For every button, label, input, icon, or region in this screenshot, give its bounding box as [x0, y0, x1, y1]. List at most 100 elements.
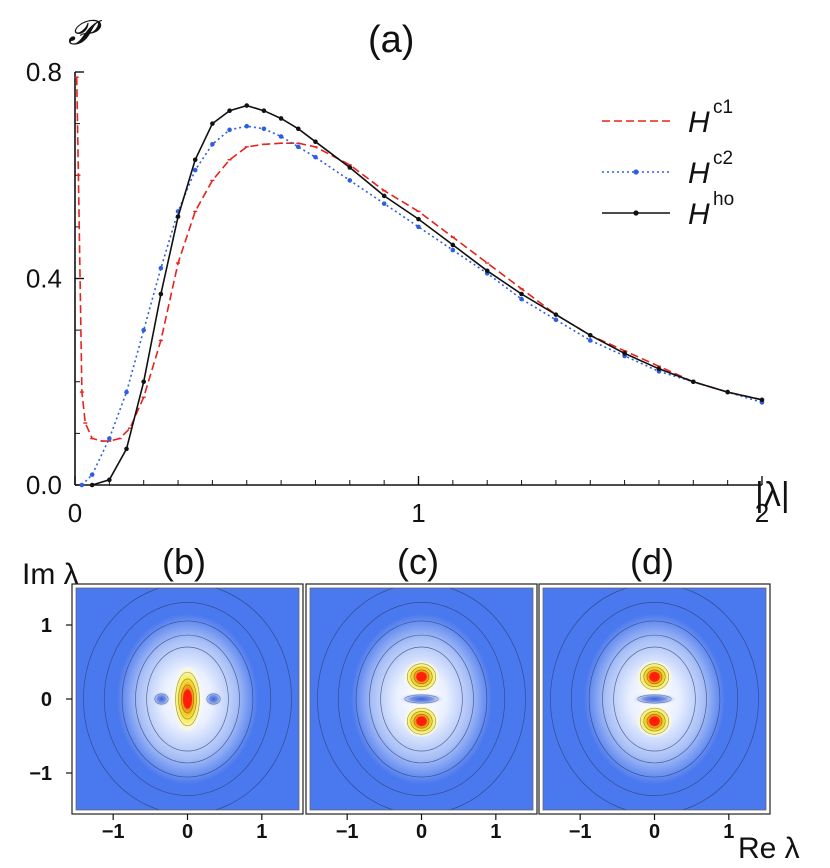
main-chart: (a) 𝓟 |λ| 0 1 2 0.0 0.4 0.8 H c1 H c2 [26, 14, 790, 528]
panel-frame-inner [75, 587, 300, 811]
contour-line [121, 620, 254, 778]
panel-label-a: (a) [368, 19, 414, 61]
data-point [89, 482, 95, 488]
contour-line [646, 714, 663, 729]
data-point [295, 126, 301, 132]
data-point [261, 126, 267, 132]
data-point [141, 379, 146, 385]
data-point [587, 332, 593, 338]
bottom-y-tick-label: −1 [29, 763, 52, 785]
peak-core [649, 671, 660, 682]
x-tick-label: 0 [68, 498, 82, 528]
contour-line [178, 678, 197, 720]
bottom-x-tick-label: −1 [336, 821, 359, 843]
bottom-x-tick-label: −1 [102, 821, 125, 843]
peak-core [416, 716, 427, 727]
data-point [107, 436, 112, 441]
series-line [81, 125, 763, 486]
data-point [381, 193, 387, 199]
contour-line [602, 634, 707, 764]
data-point [89, 472, 95, 477]
contour-line [337, 602, 506, 796]
data-point [450, 242, 456, 248]
series-0 [74, 76, 764, 442]
data-point [347, 165, 353, 170]
contour-line [135, 634, 240, 764]
data-point [313, 154, 318, 160]
contour-line [613, 646, 696, 752]
contour-line [406, 663, 437, 691]
legend-label-c2-base: H [688, 157, 710, 190]
contour-line [146, 646, 229, 752]
data-point [175, 214, 181, 219]
panel-content [76, 588, 299, 810]
series-line [75, 77, 763, 442]
data-point [124, 446, 129, 452]
contour-panel-b [71, 583, 304, 815]
contour-line [643, 666, 666, 687]
data-point [416, 216, 421, 222]
contour-line [206, 693, 221, 705]
bottom-x-axis-label: Re λ [738, 832, 800, 865]
x-tick-label: 1 [411, 498, 425, 528]
data-point [519, 296, 524, 302]
contour-panel-c [305, 583, 538, 815]
legend-marker-ho [633, 210, 639, 216]
bottom-panels: Im λ Re λ (b) (c) (d) −1 0 1 1 0 −1 −1 0 1 −1 0 1 [22, 541, 800, 865]
bottom-x-tick-label: 1 [256, 821, 267, 843]
peak-core [416, 671, 427, 682]
contour-line [646, 669, 663, 684]
contour-line [317, 588, 526, 810]
y-axis-label: 𝓟 [68, 14, 102, 52]
legend-label-c1-base: H [688, 106, 710, 139]
bottom-y-tick-label: 0 [41, 689, 52, 711]
series-line [91, 104, 763, 486]
bottom-x-tick-label: 0 [416, 821, 427, 843]
bottom-x-tick-label: 0 [182, 821, 193, 843]
contour-line [588, 620, 721, 778]
contour-line [369, 634, 474, 764]
bottom-ticks: −1 0 1 1 0 −1 −1 0 1 −1 0 1 [29, 615, 734, 843]
y-tick-label: 0.4 [26, 264, 62, 294]
contour-line [154, 693, 169, 705]
contour-line [103, 602, 272, 796]
data-point [450, 247, 456, 253]
data-point [210, 141, 215, 147]
bottom-y-axis-label: Im λ [22, 558, 79, 591]
data-point [158, 291, 164, 297]
contour-line [570, 602, 739, 796]
contour-line [404, 694, 439, 704]
contour-line [413, 669, 430, 684]
data-point [227, 127, 232, 133]
data-point [656, 366, 662, 372]
data-point [210, 121, 215, 126]
data-point [124, 389, 129, 395]
data-point [244, 103, 250, 108]
contour-line [410, 666, 433, 687]
data-point [278, 116, 284, 121]
contour-line [413, 714, 430, 729]
data-point [484, 268, 490, 274]
data-point [347, 178, 353, 183]
data-point [587, 338, 593, 343]
contour-line [639, 707, 670, 735]
series-1 [79, 123, 765, 488]
legend-label-c2-sup: c2 [713, 148, 733, 169]
data-point [261, 108, 267, 114]
data-point [192, 157, 198, 163]
panel-label-c: (c) [397, 541, 439, 582]
main-series [74, 76, 765, 488]
data-point [553, 312, 559, 317]
data-point [725, 389, 730, 395]
contour-line [639, 663, 670, 691]
panel-label-d: (d) [630, 541, 674, 582]
contour-line [637, 694, 672, 704]
main-ticks: 0 1 2 0.0 0.4 0.8 [26, 57, 769, 528]
peak-core [649, 716, 660, 727]
legend-label-ho-base: H [688, 198, 710, 231]
data-point [381, 201, 387, 206]
data-point [519, 291, 524, 297]
data-point [416, 224, 421, 230]
data-point [158, 265, 164, 271]
